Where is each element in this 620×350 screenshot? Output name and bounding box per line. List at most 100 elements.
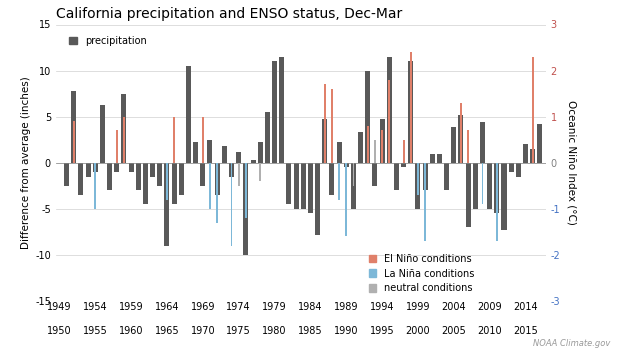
Bar — [301, 163, 306, 209]
Bar — [173, 117, 175, 163]
Bar — [164, 163, 169, 246]
Bar — [193, 141, 198, 163]
Text: NOAA Climate.gov: NOAA Climate.gov — [533, 339, 611, 348]
Bar — [467, 131, 469, 163]
Bar — [238, 163, 239, 186]
Text: 1960: 1960 — [119, 326, 143, 336]
Bar — [388, 80, 390, 163]
Bar — [401, 163, 406, 167]
Bar — [496, 163, 498, 241]
Bar — [394, 163, 399, 190]
Bar — [487, 163, 492, 209]
Bar — [250, 160, 255, 163]
Bar — [538, 124, 542, 163]
Bar — [64, 163, 69, 186]
Bar — [523, 144, 528, 163]
Bar — [123, 117, 125, 163]
Text: 1975: 1975 — [226, 326, 251, 336]
Bar — [209, 163, 211, 209]
Bar — [351, 163, 356, 209]
Bar — [107, 163, 112, 190]
Text: 1955: 1955 — [83, 326, 108, 336]
Bar — [122, 93, 126, 163]
Bar — [324, 84, 326, 163]
Bar — [259, 163, 261, 181]
Bar — [243, 163, 249, 255]
Bar — [150, 163, 155, 176]
Bar — [373, 163, 378, 186]
Bar — [116, 131, 118, 163]
Bar — [415, 163, 420, 209]
Bar — [114, 163, 119, 172]
Bar — [387, 57, 392, 163]
Text: 1950: 1950 — [47, 326, 72, 336]
Bar — [272, 61, 277, 163]
Bar — [231, 163, 232, 246]
Bar — [286, 163, 291, 204]
Bar — [179, 163, 184, 195]
Text: 1995: 1995 — [370, 326, 394, 336]
Bar — [166, 163, 168, 199]
Bar — [532, 57, 534, 163]
Bar — [265, 112, 270, 163]
Bar — [410, 52, 412, 163]
Bar — [329, 163, 334, 195]
Bar — [78, 163, 84, 195]
Bar — [86, 163, 91, 176]
Bar — [293, 163, 299, 209]
Text: California precipitation and ENSO status, Dec-Mar: California precipitation and ENSO status… — [56, 7, 402, 21]
Bar — [308, 163, 313, 214]
Bar — [208, 140, 213, 163]
Bar — [338, 163, 340, 199]
Bar — [200, 163, 205, 186]
Bar — [417, 163, 419, 195]
Bar — [367, 126, 369, 163]
Bar — [358, 132, 363, 163]
Bar — [437, 154, 442, 163]
Bar — [73, 121, 74, 163]
Bar — [343, 163, 348, 167]
Bar — [216, 163, 218, 223]
Bar — [502, 163, 507, 230]
Bar — [215, 163, 219, 195]
Bar — [345, 163, 347, 237]
Bar — [337, 141, 342, 163]
Bar — [229, 163, 234, 176]
Bar — [236, 152, 241, 163]
Bar — [353, 163, 354, 186]
Bar — [331, 89, 333, 163]
Text: 2005: 2005 — [441, 326, 466, 336]
Text: 2015: 2015 — [513, 326, 538, 336]
Bar — [100, 105, 105, 163]
Text: 1965: 1965 — [154, 326, 179, 336]
Bar — [458, 115, 464, 163]
Y-axis label: Oceanic Niño Index (°C): Oceanic Niño Index (°C) — [567, 100, 577, 225]
Bar — [408, 61, 414, 163]
Bar — [430, 154, 435, 163]
Bar — [473, 163, 478, 209]
Bar — [222, 146, 227, 163]
Text: 1980: 1980 — [262, 326, 287, 336]
Bar — [466, 163, 471, 227]
Bar — [315, 163, 320, 234]
Bar — [460, 103, 462, 163]
Bar — [494, 163, 499, 214]
Bar — [444, 163, 449, 190]
Bar — [202, 117, 204, 163]
Bar — [172, 163, 177, 204]
Bar — [516, 163, 521, 176]
Bar — [530, 149, 535, 163]
Bar — [403, 140, 404, 163]
Y-axis label: Difference from average (inches): Difference from average (inches) — [21, 76, 31, 249]
Bar — [424, 163, 426, 241]
Text: 1985: 1985 — [298, 326, 322, 336]
Legend: El Niño conditions, La Niña conditions, neutral conditions: El Niño conditions, La Niña conditions, … — [369, 254, 475, 293]
Bar — [186, 66, 191, 163]
Bar — [379, 119, 384, 163]
Bar — [71, 91, 76, 163]
Bar — [143, 163, 148, 204]
Bar — [374, 140, 376, 163]
Bar — [381, 131, 383, 163]
Bar — [508, 163, 514, 172]
Bar — [480, 122, 485, 163]
